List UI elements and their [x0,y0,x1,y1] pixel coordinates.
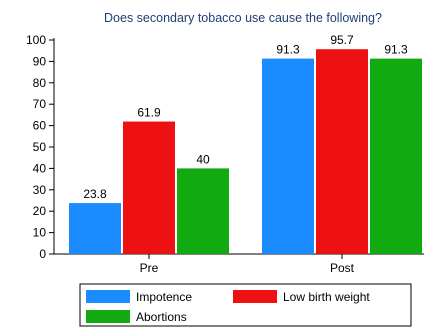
y-tick-label: 90 [33,54,47,68]
data-label: 23.8 [83,187,107,201]
y-tick-label: 80 [33,76,47,90]
bar [69,203,121,254]
chart-title: Does secondary tobacco use cause the fol… [104,11,382,25]
bar [316,49,368,255]
y-tick-label: 50 [33,140,47,154]
y-tick-label: 20 [33,204,47,218]
data-label: 91.3 [276,43,300,57]
y-tick-label: 0 [39,247,46,261]
data-label: 95.7 [330,33,354,47]
legend-swatch [233,290,277,303]
bar [370,58,422,255]
bars: 23.8 61.9 40 91.3 95.7 91.3 [69,33,422,255]
y-tick-label: 10 [33,226,47,240]
legend-label: Low birth weight [283,290,370,304]
data-label: 61.9 [137,106,161,120]
legend-swatch [86,310,130,323]
y-tick-label: 60 [33,119,47,133]
y-tick-label: 30 [33,183,47,197]
y-tick-label: 100 [26,33,46,47]
data-label: 40 [196,152,210,166]
legend: Impotence Low birth weight Abortions [79,283,412,327]
legend-swatch [86,290,130,303]
legend-label: Impotence [136,290,192,304]
bar [177,168,229,254]
x-tick-label: Post [330,261,355,275]
bar [262,58,314,255]
legend-label: Abortions [136,310,187,324]
axes: 0 10 20 30 40 50 60 70 80 90 100 Pre Post [26,33,424,275]
y-tick-label: 40 [33,161,47,175]
x-tick-label: Pre [140,261,159,275]
y-tick-label: 70 [33,97,47,111]
bar [123,121,175,254]
data-label: 91.3 [384,43,408,57]
